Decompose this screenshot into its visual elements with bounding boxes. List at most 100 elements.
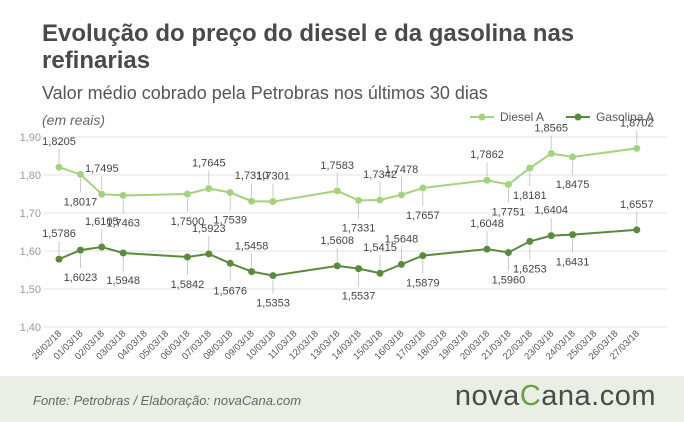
data-point (333, 187, 341, 195)
data-label: 1,7310 (235, 170, 269, 182)
data-label: 1,5923 (192, 223, 226, 235)
data-point (183, 190, 191, 198)
series-line (58, 228, 637, 277)
data-label: 1,5353 (256, 298, 290, 310)
brand-part2: ana.com (541, 380, 656, 412)
y-tick-label: 1,80 (20, 170, 41, 182)
data-point (504, 180, 512, 188)
chart-title: Evolução do preço do diesel e da gasolin… (42, 20, 575, 74)
data-label: 1,7751 (492, 206, 526, 218)
data-point (547, 232, 555, 240)
data-point (355, 265, 363, 273)
data-label: 1,5458 (235, 241, 269, 253)
data-label: 1,8205 (42, 136, 76, 148)
footer: Fonte: Petrobras / Elaboração: novaCana.… (0, 376, 684, 422)
data-point (269, 198, 277, 206)
data-label: 1,5415 (363, 242, 397, 254)
data-point (119, 249, 127, 257)
y-tick-label: 1,60 (20, 246, 41, 258)
data-label: 1,5537 (342, 291, 376, 303)
data-label: 1,8565 (534, 123, 568, 135)
data-point (183, 253, 191, 261)
data-label: 1,6105 (85, 216, 119, 228)
data-point (55, 255, 63, 263)
data-point (526, 164, 534, 172)
data-point (205, 250, 213, 258)
data-label: 1,8181 (513, 190, 547, 202)
data-point (633, 144, 641, 152)
data-point (98, 190, 106, 198)
legend-marker (478, 113, 486, 121)
data-label: 1,5648 (385, 233, 419, 245)
data-label: 1,8017 (64, 196, 98, 208)
data-point (376, 269, 384, 277)
data-label: 1,7657 (406, 210, 440, 222)
data-label: 1,6253 (513, 263, 547, 275)
data-point (547, 150, 555, 158)
data-label: 1,5948 (106, 275, 140, 287)
data-point (397, 260, 405, 268)
brand-part1: nova (454, 380, 520, 412)
data-label: 1,5960 (492, 275, 526, 287)
data-label: 1,7583 (320, 160, 354, 172)
data-point (569, 231, 577, 239)
data-point (569, 153, 577, 161)
brand-c: C (519, 380, 542, 412)
data-label: 1,7301 (256, 171, 290, 183)
data-label: 1,7862 (470, 149, 504, 161)
brand-logo: novaCana.com (455, 380, 656, 413)
data-label: 1,7463 (106, 217, 140, 229)
line-chart: 1,901,801,701,601,501,4028/02/1801/03/18… (20, 110, 667, 362)
data-point (226, 259, 234, 267)
data-label: 1,7478 (385, 164, 419, 176)
data-point (483, 176, 491, 184)
data-label: 1,5842 (171, 279, 205, 291)
data-point (633, 226, 641, 234)
data-label: 1,7500 (171, 216, 205, 228)
data-label: 1,5879 (406, 278, 440, 290)
data-point (333, 262, 341, 270)
data-label: 1,8702 (620, 117, 654, 129)
data-label: 1,7495 (85, 163, 119, 175)
y-tick-label: 1,40 (20, 322, 41, 334)
data-point (397, 191, 405, 199)
data-point (55, 163, 63, 171)
legend-label: Gasolina A (596, 110, 654, 124)
data-point (248, 197, 256, 205)
data-point (119, 191, 127, 199)
unit-label: (em reais) (42, 112, 106, 128)
data-point (76, 246, 84, 254)
chart-subtitle: Valor médio cobrado pela Petrobras nos ú… (42, 83, 488, 103)
data-point (269, 272, 277, 280)
series-line (58, 147, 637, 203)
data-label: 1,8475 (556, 179, 590, 191)
data-label: 1,5676 (213, 285, 247, 297)
data-label: 1,7342 (363, 169, 397, 181)
legend-marker (574, 113, 582, 121)
y-tick-label: 1,50 (20, 284, 41, 296)
legend-label: Diesel A (500, 110, 544, 124)
data-point (205, 184, 213, 192)
y-tick-label: 1,90 (20, 132, 41, 144)
data-label: 1,6023 (64, 272, 98, 284)
data-label: 1,6557 (620, 199, 654, 211)
source-note: Fonte: Petrobras / Elaboração: novaCana.… (33, 393, 302, 408)
data-point (526, 237, 534, 245)
data-point (376, 196, 384, 204)
data-label: 1,7645 (192, 157, 226, 169)
data-point (419, 184, 427, 192)
data-point (76, 170, 84, 178)
data-label: 1,7331 (342, 222, 376, 234)
data-label: 1,5786 (42, 228, 76, 240)
data-label: 1,7539 (213, 215, 247, 227)
data-point (226, 189, 234, 197)
data-point (355, 196, 363, 204)
data-point (504, 249, 512, 257)
data-label: 1,6431 (556, 257, 590, 269)
y-tick-label: 1,70 (20, 208, 41, 220)
data-point (248, 268, 256, 276)
data-point (483, 245, 491, 253)
data-label: 1,6404 (534, 205, 568, 217)
data-point (98, 243, 106, 251)
data-point (419, 252, 427, 260)
